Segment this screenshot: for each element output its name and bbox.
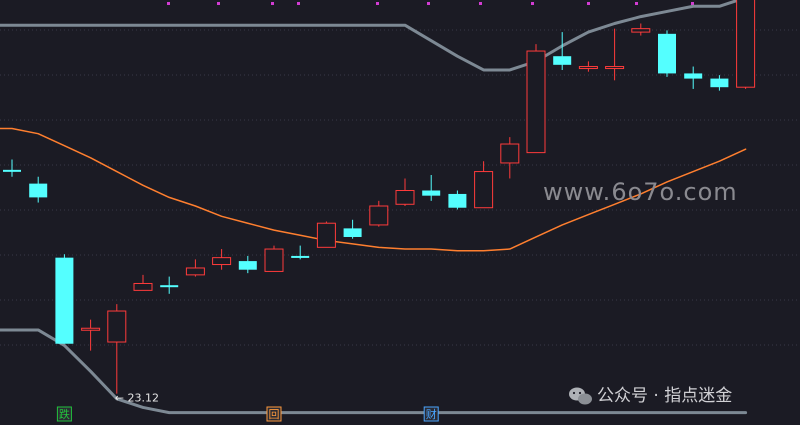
candle-body [212, 257, 232, 266]
top-tick-marker [427, 2, 430, 5]
candle-body [605, 66, 625, 70]
candle-body [422, 190, 441, 196]
candle [422, 175, 441, 201]
top-tick-marker [271, 2, 274, 5]
brand-name: 公众号 · 指点迷金 [597, 386, 732, 406]
top-tick-marker [376, 2, 379, 5]
candle [212, 249, 232, 270]
candle [526, 44, 546, 154]
candle [736, 0, 756, 89]
candle [500, 137, 520, 179]
candle [29, 176, 48, 203]
candle-body [526, 50, 546, 154]
candle-body [81, 327, 101, 331]
candle-body [631, 28, 651, 33]
top-tick-marker [691, 2, 694, 5]
low-price-label: ← 23.12 [115, 392, 159, 405]
candle-body [107, 310, 127, 343]
candle [605, 28, 625, 81]
signal-marker: 跌 [56, 406, 72, 422]
candle-body [710, 78, 729, 88]
candle [395, 178, 415, 206]
signal-marker-box [423, 406, 439, 422]
candle-body [3, 169, 21, 172]
candle [55, 254, 74, 344]
upper-band-line [0, 0, 744, 72]
candle-body [578, 66, 598, 70]
candle [185, 259, 205, 277]
top-tick-marker [297, 2, 300, 5]
candle-body [553, 56, 572, 65]
signal-marker: 回 [266, 406, 282, 422]
candle [81, 319, 101, 351]
candle [238, 255, 257, 274]
band-layer [0, 0, 748, 415]
grid-layer [0, 29, 800, 346]
candle-body [264, 248, 284, 272]
candle-body [29, 183, 48, 198]
brand-block: 公众号 · 指点迷金 [569, 386, 732, 406]
candle-body [291, 255, 310, 258]
signal-marker-box [56, 406, 72, 422]
candle-body [238, 261, 257, 270]
candle-body [395, 190, 415, 205]
candle [448, 190, 467, 210]
candle [369, 200, 389, 227]
candle [631, 23, 651, 36]
candle [107, 304, 127, 394]
candle-layer [3, 0, 756, 394]
candle-body [316, 222, 336, 248]
candle-body [474, 171, 494, 209]
candle [291, 245, 310, 260]
candle-body [684, 73, 703, 79]
candle [553, 32, 572, 70]
candle [474, 161, 494, 209]
signal-marker-box [266, 406, 282, 422]
top-tick-marker [167, 2, 170, 5]
signal-marker-text: 跌 [59, 407, 70, 421]
candle-body [500, 143, 520, 164]
label-layer: ← 44.00← 23.12 [115, 392, 159, 405]
top-tick-markers [167, 2, 745, 5]
top-tick-marker [587, 2, 590, 5]
wechat-icon [569, 387, 592, 405]
candle-body [133, 282, 153, 291]
candle [133, 274, 153, 291]
candle [343, 219, 362, 239]
moving-average-line [0, 127, 747, 252]
candle [3, 159, 21, 177]
top-tick-marker [531, 2, 534, 5]
candle [264, 245, 284, 272]
signal-marker-text: 回 [269, 408, 280, 421]
candle-body [736, 0, 756, 88]
candle [160, 276, 179, 294]
candle-body [185, 267, 205, 276]
candle [684, 66, 703, 89]
marker-layer: 跌回财 [56, 406, 439, 422]
signal-marker-text: 财 [426, 407, 437, 421]
candle-body [448, 193, 467, 208]
candle [710, 75, 729, 91]
signal-marker: 财 [423, 406, 439, 422]
watermark: www.6o7o.com [543, 178, 738, 206]
candle [316, 221, 336, 248]
candle-body [343, 228, 362, 237]
top-tick-marker [217, 2, 220, 5]
lower-band-line [0, 328, 748, 415]
top-tick-marker [635, 2, 638, 5]
candle-body [160, 285, 179, 288]
candle [658, 30, 676, 77]
candle-body [55, 257, 74, 344]
candle-body [369, 205, 389, 226]
top-tick-marker [479, 2, 482, 5]
candle-body [658, 33, 676, 74]
candle [578, 61, 598, 72]
